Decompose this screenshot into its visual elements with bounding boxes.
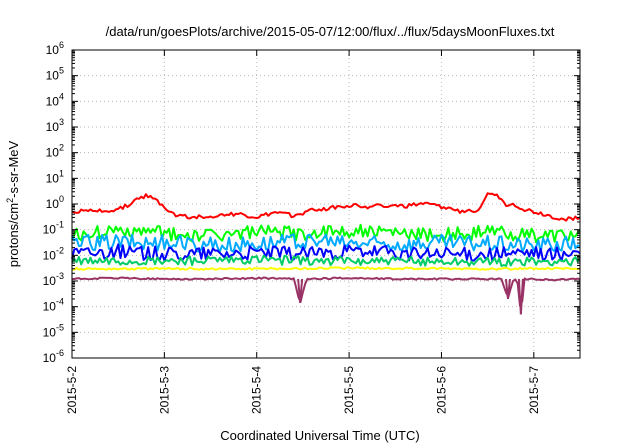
y-tick-label: 100 [46,194,64,211]
x-tick-label: 2015-5-5 [342,366,356,414]
y-tick-labels: 10-6 10-5 10-4 10-3 10-2 10-1 100 101 102 103 104 1… [43,40,64,365]
y-tick-label: 10-3 [43,271,64,288]
y-tick-label: 106 [46,40,64,57]
series-line-1 [71,223,581,244]
x-axis-label: Coordinated Universal Time (UTC) [220,428,419,443]
y-tick-label: 10-5 [43,322,64,339]
series-line-0 [71,192,581,222]
series-line-2 [71,233,581,254]
tick-marks [71,49,580,359]
y-tick-label: 103 [46,117,64,134]
x-tick-label: 2015-5-2 [65,366,79,414]
y-tick-label: 10-1 [43,220,64,237]
x-tick-labels: 2015-5-2 2015-5-3 2015-5-4 2015-5-5 2015-5-6… [65,366,541,414]
x-tick-label: 2015-5-3 [157,366,171,414]
series-dip [504,278,511,300]
x-tick-label: 2015-5-6 [434,366,448,414]
x-tick-label: 2015-5-7 [527,366,541,414]
y-tick-label: 101 [46,168,64,185]
x-tick-label: 2015-5-4 [250,366,264,414]
series-line-6 [72,276,581,307]
series-line-4 [71,254,581,267]
series-dip [517,278,524,315]
series-layer [71,192,581,315]
series-line-5 [72,266,581,271]
y-tick-label: 10-4 [43,297,64,314]
y-tick-label: 10-6 [43,348,64,365]
y-tick-label: 104 [46,91,64,108]
chart-title: /data/run/goesPlots/archive/2015-05-07/1… [106,24,555,39]
series-line-3 [71,243,581,262]
y-axis-label: protons/cm2-s-sr-MeV [5,140,21,267]
y-tick-label: 105 [46,66,64,83]
series-dip [297,278,304,303]
y-tick-label: 102 [46,143,64,160]
y-tick-label: 10-2 [43,245,64,262]
